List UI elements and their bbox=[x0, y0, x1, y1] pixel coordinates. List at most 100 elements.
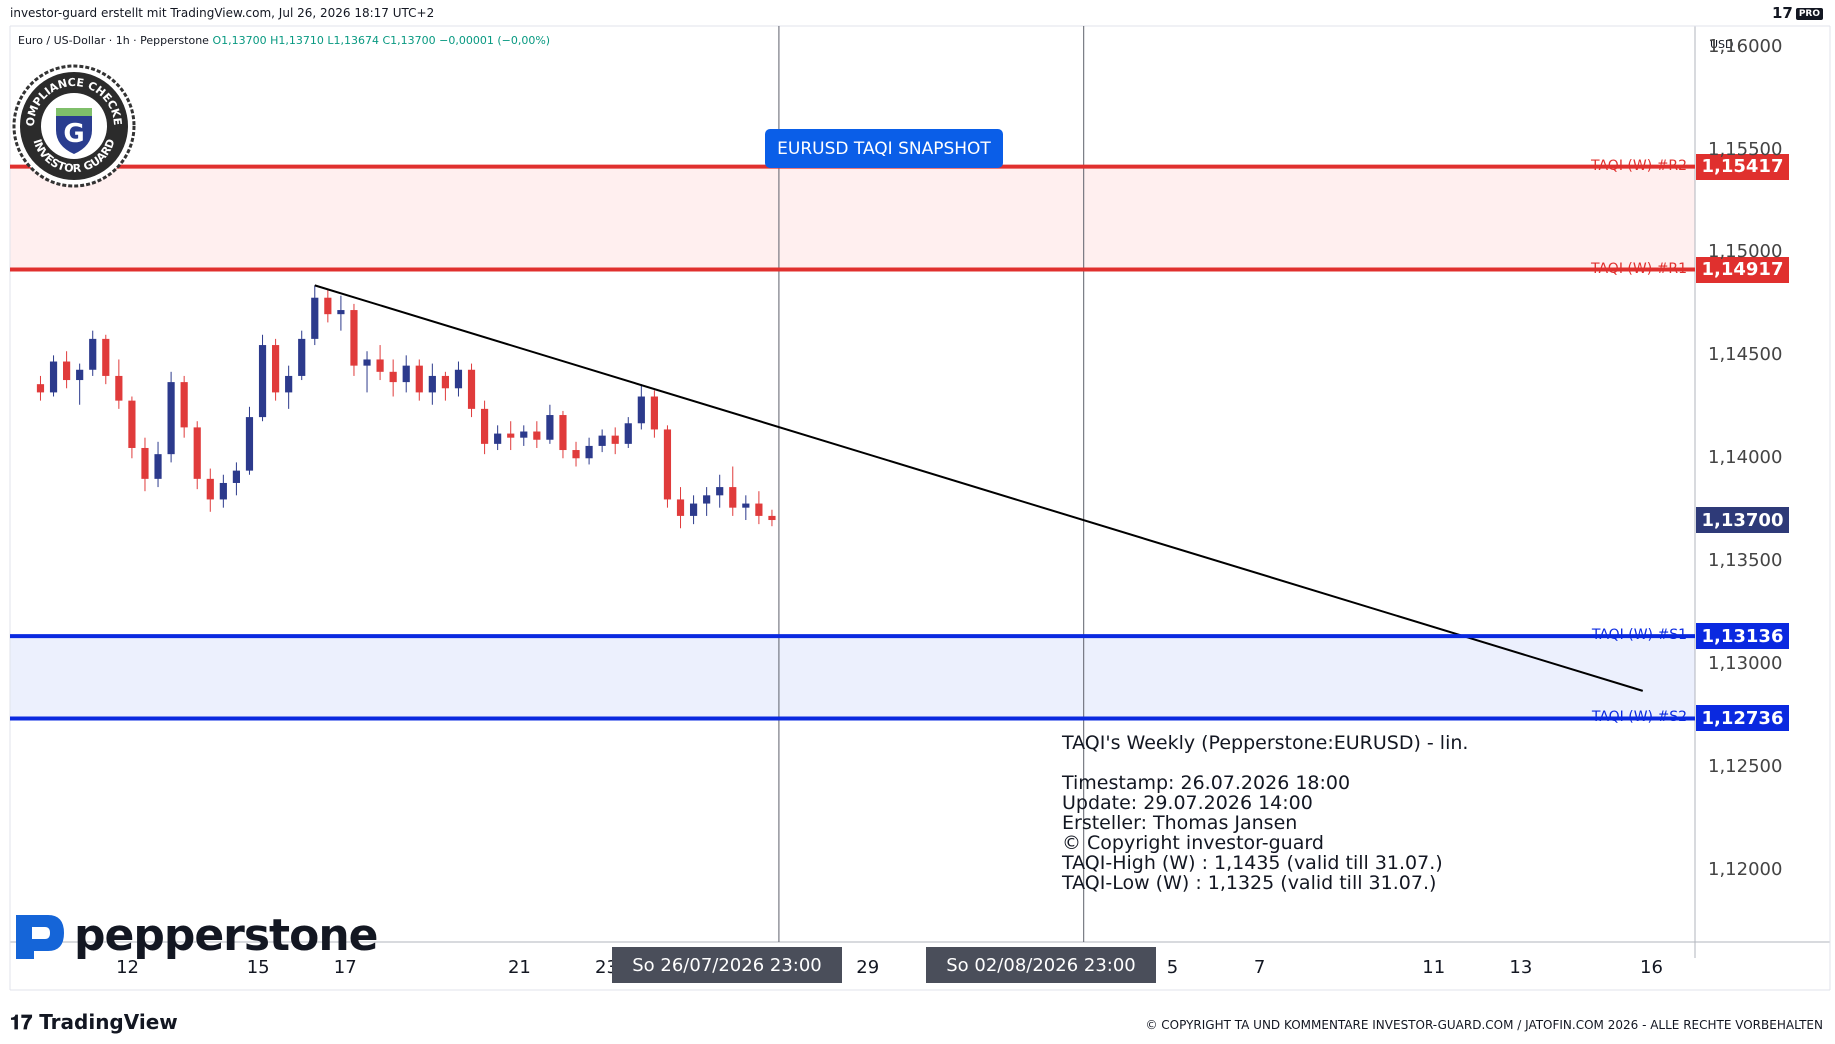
candle bbox=[546, 415, 554, 440]
candle bbox=[389, 371, 397, 383]
x-tick-label: 7 bbox=[1253, 957, 1266, 978]
compliance-badge: COMPLIANCE CHECKED INVESTOR GUARD G bbox=[7, 54, 136, 192]
candle bbox=[141, 447, 149, 479]
candle bbox=[663, 429, 672, 500]
candle bbox=[441, 375, 449, 389]
candle bbox=[742, 503, 750, 508]
candle bbox=[115, 375, 123, 401]
date-marker-1: So 26/07/2026 23:00 bbox=[612, 947, 842, 983]
ohlc-change: −0,00001 (−0,00%) bbox=[439, 34, 551, 47]
x-tick-label: 5 bbox=[1166, 957, 1179, 978]
candle bbox=[533, 431, 541, 440]
candle bbox=[768, 515, 776, 521]
x-tick-label: 29 bbox=[856, 957, 880, 978]
candle bbox=[415, 365, 423, 393]
last-price-tag: 1,13700 bbox=[1696, 507, 1789, 534]
support-zone bbox=[10, 636, 1695, 719]
candle bbox=[76, 369, 84, 381]
candle bbox=[755, 503, 763, 516]
trendline bbox=[314, 284, 1644, 692]
candle bbox=[376, 359, 384, 372]
candle bbox=[311, 297, 319, 339]
candle bbox=[650, 396, 658, 430]
level-price-tag-3: 1,13136 bbox=[1696, 623, 1789, 650]
level-label-4: TAQI (W) #S2 bbox=[1591, 709, 1687, 726]
x-tick-label: 15 bbox=[246, 957, 270, 978]
info-taqi-low: TAQI-Low (W) : 1,1325 (valid till 31.07.… bbox=[1062, 872, 1437, 894]
date-marker-2: So 02/08/2026 23:00 bbox=[926, 947, 1156, 983]
x-tick-label: 17 bbox=[333, 957, 357, 978]
pepperstone-icon bbox=[16, 914, 64, 959]
info-copyright: © Copyright investor-guard bbox=[1062, 832, 1324, 854]
candle bbox=[298, 338, 306, 376]
y-tick-label: 1,14000 bbox=[1708, 447, 1783, 469]
candle bbox=[467, 369, 476, 409]
level-price-tag-4: 1,12736 bbox=[1696, 705, 1789, 732]
ohlc-open: O1,13700 bbox=[212, 34, 267, 47]
candle bbox=[507, 433, 515, 438]
chart-credit: investor-guard erstellt mit TradingView.… bbox=[10, 6, 435, 20]
candle bbox=[89, 338, 97, 370]
ohlc-close: C1,13700 bbox=[382, 34, 436, 47]
candle bbox=[36, 384, 45, 393]
tradingview-logo[interactable]: 𝟏𝟕 TradingView bbox=[10, 1010, 178, 1034]
symbol-title[interactable]: Euro / US-Dollar · 1h · Pepperstone bbox=[18, 34, 209, 47]
candle bbox=[454, 369, 463, 389]
candle bbox=[480, 408, 489, 444]
footer-copyright: © COPYRIGHT TA UND KOMMENTARE INVESTOR-G… bbox=[1145, 1018, 1823, 1032]
candle bbox=[572, 450, 580, 459]
ohlc-high: H1,13710 bbox=[270, 34, 324, 47]
tradingview-pro-logo: 17 PRO bbox=[1772, 4, 1823, 22]
y-tick-label: 1,13500 bbox=[1708, 550, 1783, 572]
candle bbox=[624, 423, 632, 444]
candle bbox=[363, 359, 371, 366]
candle bbox=[232, 470, 241, 483]
candle bbox=[585, 445, 593, 459]
candle bbox=[637, 396, 645, 424]
candle bbox=[324, 297, 332, 315]
candle bbox=[272, 345, 280, 393]
y-tick-label: 1,15000 bbox=[1708, 241, 1783, 263]
y-tick-label: 1,12500 bbox=[1708, 756, 1783, 778]
level-price-tag-2: 1,14917 bbox=[1696, 256, 1789, 283]
candle bbox=[350, 310, 358, 366]
candle bbox=[102, 338, 110, 376]
candle bbox=[611, 435, 619, 444]
candle bbox=[729, 487, 737, 508]
info-title: TAQI's Weekly (Pepperstone:EURUSD) - lin… bbox=[1062, 732, 1469, 754]
candle bbox=[167, 382, 175, 455]
candle bbox=[337, 310, 345, 315]
currency-label[interactable]: USD bbox=[1710, 38, 1734, 51]
level-label-3: TAQI (W) #S1 bbox=[1591, 627, 1687, 644]
level-price-tag-1: 1,15417 bbox=[1696, 153, 1789, 180]
x-tick-label: 21 bbox=[507, 957, 531, 978]
candle bbox=[154, 454, 162, 479]
resistance-zone bbox=[10, 166, 1695, 270]
svg-text:G: G bbox=[63, 119, 84, 149]
candle bbox=[258, 345, 267, 418]
snapshot-label[interactable]: EURUSD TAQI SNAPSHOT bbox=[765, 129, 1003, 168]
candle bbox=[49, 361, 58, 393]
candle bbox=[193, 427, 201, 479]
candle bbox=[559, 415, 567, 451]
info-timestamp: Timestamp: 26.07.2026 18:00 bbox=[1062, 772, 1351, 794]
candle bbox=[716, 487, 724, 496]
candle bbox=[219, 482, 227, 500]
candle bbox=[428, 375, 436, 393]
candle bbox=[180, 382, 188, 428]
x-tick-label: 13 bbox=[1509, 957, 1533, 978]
info-update: Update: 29.07.2026 14:00 bbox=[1062, 792, 1313, 814]
level-label-1: TAQI (W) #R2 bbox=[1591, 157, 1687, 174]
x-tick-label: 11 bbox=[1422, 957, 1446, 978]
y-tick-label: 1,13000 bbox=[1708, 653, 1783, 675]
candle bbox=[63, 361, 71, 381]
candle bbox=[285, 375, 293, 393]
y-tick-label: 1,15500 bbox=[1708, 138, 1783, 160]
candle bbox=[128, 400, 136, 448]
candle bbox=[689, 503, 698, 516]
candle bbox=[598, 435, 606, 446]
x-tick-label: 12 bbox=[116, 957, 139, 978]
info-taqi-high: TAQI-High (W) : 1,1435 (valid till 31.07… bbox=[1062, 852, 1443, 874]
y-tick-label: 1,14500 bbox=[1708, 344, 1783, 366]
